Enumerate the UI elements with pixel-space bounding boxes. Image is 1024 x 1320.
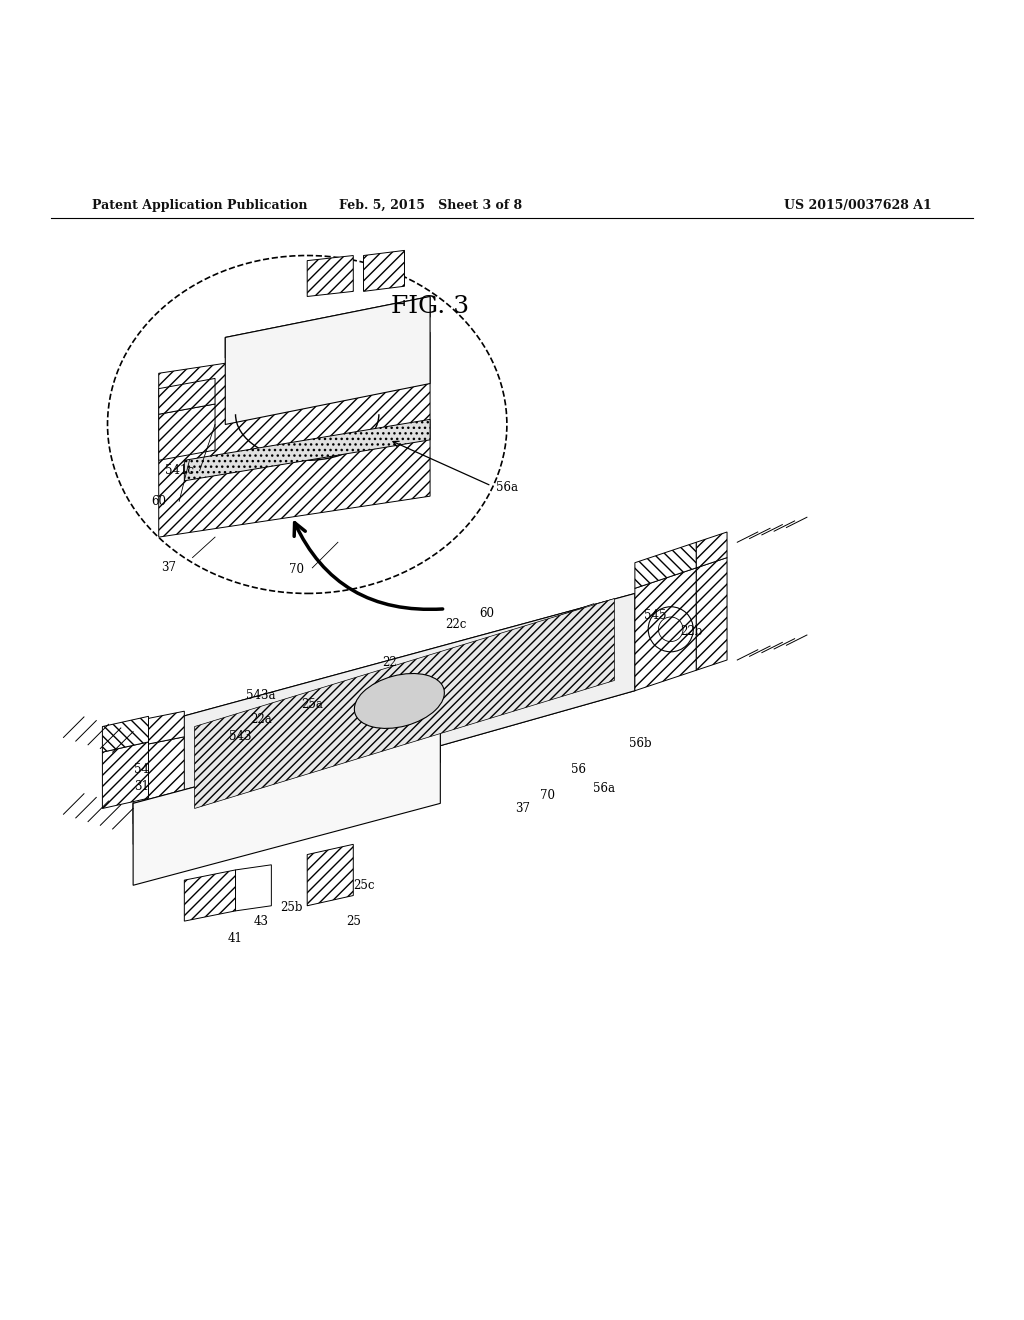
Polygon shape — [635, 543, 696, 589]
Ellipse shape — [354, 673, 444, 729]
Text: 56b: 56b — [629, 738, 651, 751]
Text: 22: 22 — [382, 656, 396, 668]
Text: 41: 41 — [228, 932, 243, 945]
Text: 25a: 25a — [301, 697, 324, 710]
Text: 543: 543 — [229, 730, 252, 743]
Text: 25: 25 — [346, 915, 360, 928]
Text: 60: 60 — [479, 607, 494, 620]
Polygon shape — [696, 532, 727, 568]
Polygon shape — [164, 649, 635, 824]
Polygon shape — [635, 568, 696, 690]
Polygon shape — [133, 711, 184, 747]
Text: 70: 70 — [541, 788, 555, 801]
Text: 545: 545 — [644, 610, 667, 623]
Polygon shape — [364, 251, 404, 292]
Polygon shape — [102, 717, 148, 752]
Polygon shape — [307, 256, 353, 297]
Text: 70: 70 — [290, 564, 304, 577]
Text: FIG. 3: FIG. 3 — [391, 296, 469, 318]
Polygon shape — [307, 845, 353, 906]
Polygon shape — [164, 594, 635, 763]
Text: 37: 37 — [515, 803, 529, 814]
Polygon shape — [159, 404, 215, 461]
Polygon shape — [236, 865, 271, 911]
Text: 31: 31 — [134, 780, 148, 793]
Text: Feb. 5, 2015   Sheet 3 of 8: Feb. 5, 2015 Sheet 3 of 8 — [339, 199, 521, 211]
Text: Patent Application Publication: Patent Application Publication — [92, 199, 307, 211]
Polygon shape — [184, 870, 236, 921]
Text: 56a: 56a — [593, 781, 615, 795]
Text: 43: 43 — [254, 915, 268, 928]
Text: 56: 56 — [571, 763, 586, 776]
Polygon shape — [102, 742, 148, 808]
Polygon shape — [159, 333, 430, 537]
Polygon shape — [696, 557, 727, 671]
Text: US 2015/0037628 A1: US 2015/0037628 A1 — [784, 199, 932, 211]
FancyArrowPatch shape — [294, 523, 442, 610]
Text: 60: 60 — [152, 495, 166, 508]
Polygon shape — [133, 722, 440, 845]
Text: 22a: 22a — [250, 713, 272, 726]
Text: 56a: 56a — [496, 482, 518, 495]
Text: 25c: 25c — [353, 879, 374, 892]
Text: 541c: 541c — [165, 465, 194, 477]
Text: 22b: 22b — [680, 624, 702, 638]
FancyArrowPatch shape — [393, 441, 489, 484]
Polygon shape — [133, 737, 184, 824]
Polygon shape — [225, 297, 430, 425]
Polygon shape — [225, 603, 594, 804]
Polygon shape — [164, 594, 635, 824]
Text: 37: 37 — [162, 561, 176, 574]
Polygon shape — [133, 722, 440, 886]
Polygon shape — [225, 297, 430, 358]
Text: 25b: 25b — [281, 902, 303, 915]
Text: 22c: 22c — [445, 618, 466, 631]
Polygon shape — [195, 598, 614, 808]
Polygon shape — [184, 420, 430, 480]
Text: 54: 54 — [134, 763, 148, 776]
Polygon shape — [159, 379, 215, 414]
Text: 543a: 543a — [247, 689, 275, 702]
